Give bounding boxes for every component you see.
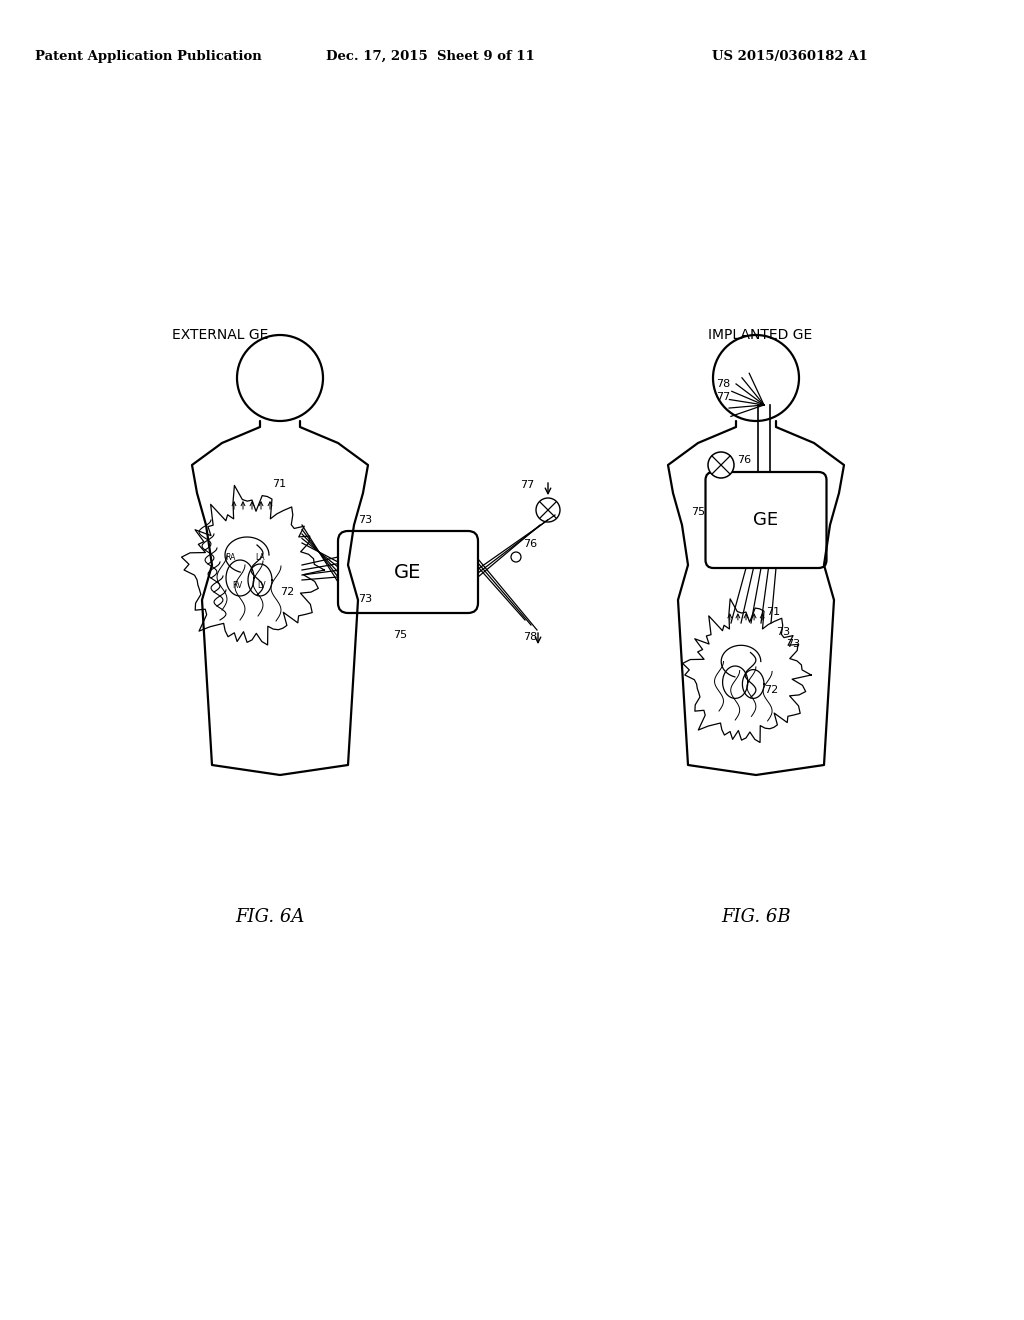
Text: 77: 77 <box>716 392 730 403</box>
FancyBboxPatch shape <box>706 473 826 568</box>
Text: 73: 73 <box>358 515 372 525</box>
Text: 71: 71 <box>272 479 286 488</box>
Text: 75: 75 <box>691 507 706 517</box>
Text: GE: GE <box>394 562 422 582</box>
Text: 73: 73 <box>786 639 800 649</box>
Text: Patent Application Publication: Patent Application Publication <box>35 50 261 63</box>
Text: 78: 78 <box>716 379 730 389</box>
Text: Dec. 17, 2015  Sheet 9 of 11: Dec. 17, 2015 Sheet 9 of 11 <box>326 50 535 63</box>
Text: 78: 78 <box>523 632 538 642</box>
Circle shape <box>511 552 521 562</box>
Text: 72: 72 <box>280 587 294 597</box>
Text: 72: 72 <box>764 685 778 696</box>
Text: US 2015/0360182 A1: US 2015/0360182 A1 <box>712 50 868 63</box>
Circle shape <box>536 498 560 521</box>
Circle shape <box>708 451 734 478</box>
Text: 73: 73 <box>358 594 372 605</box>
Text: 75: 75 <box>393 630 408 640</box>
Text: GE: GE <box>754 511 778 529</box>
Text: EXTERNAL GE: EXTERNAL GE <box>172 327 268 342</box>
Text: LA: LA <box>255 553 265 562</box>
Text: RA: RA <box>225 553 236 562</box>
Text: 71: 71 <box>766 607 780 616</box>
Text: 77: 77 <box>520 480 535 490</box>
Text: IMPLANTED GE: IMPLANTED GE <box>708 327 812 342</box>
Text: FIG. 6B: FIG. 6B <box>721 908 791 927</box>
Text: RV: RV <box>231 581 242 590</box>
Text: 76: 76 <box>737 455 752 465</box>
FancyBboxPatch shape <box>338 531 478 612</box>
Text: 73: 73 <box>776 627 791 638</box>
Text: FIG. 6A: FIG. 6A <box>236 908 305 927</box>
Text: 76: 76 <box>523 539 538 549</box>
Text: LV: LV <box>258 581 266 590</box>
